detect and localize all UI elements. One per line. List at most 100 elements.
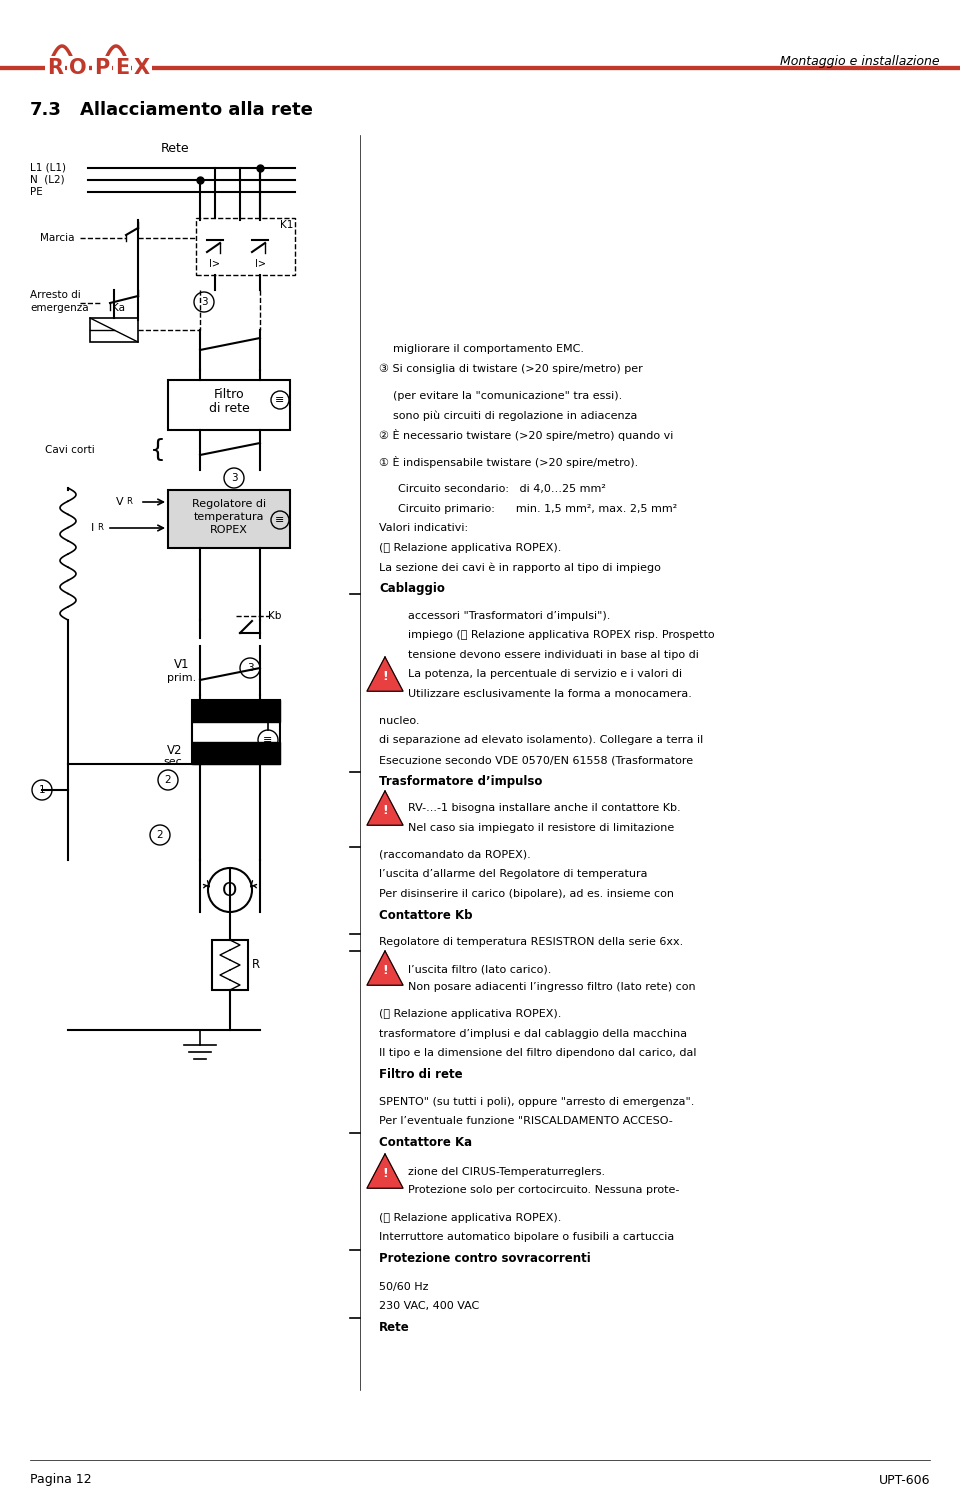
Bar: [192, 700, 280, 722]
Text: zione del CIRUS-Temperaturreglers.: zione del CIRUS-Temperaturreglers.: [408, 1168, 605, 1177]
Text: 3: 3: [247, 664, 253, 673]
Text: Kb: Kb: [268, 611, 281, 622]
Polygon shape: [367, 658, 403, 691]
Text: 2: 2: [165, 775, 171, 786]
Text: {: {: [150, 438, 166, 462]
Text: Marcia: Marcia: [40, 233, 75, 242]
Text: (⑁ Relazione applicativa ROPEX).: (⑁ Relazione applicativa ROPEX).: [379, 1010, 562, 1019]
Text: Ka: Ka: [112, 303, 125, 313]
Text: (⑁ Relazione applicativa ROPEX).: (⑁ Relazione applicativa ROPEX).: [379, 1213, 562, 1222]
Text: impiego (⑁ Relazione applicativa ROPEX risp. Prospetto: impiego (⑁ Relazione applicativa ROPEX r…: [408, 631, 714, 640]
Text: Cablaggio: Cablaggio: [379, 582, 445, 594]
Text: UPT-606: UPT-606: [878, 1473, 930, 1487]
Text: Montaggio e installazione: Montaggio e installazione: [780, 56, 940, 69]
Text: 1: 1: [38, 786, 45, 795]
Text: E: E: [115, 59, 130, 78]
Text: P: P: [94, 59, 109, 78]
Text: La sezione dei cavi è in rapporto al tipo di impiego: La sezione dei cavi è in rapporto al tip…: [379, 563, 661, 572]
Text: !: !: [382, 965, 388, 977]
Text: 7.3: 7.3: [30, 101, 61, 119]
Text: Circuito secondario:   di 4,0…25 mm²: Circuito secondario: di 4,0…25 mm²: [398, 485, 607, 494]
Text: Filtro: Filtro: [214, 387, 244, 400]
Text: tensione devono essere individuati in base al tipo di: tensione devono essere individuati in ba…: [408, 650, 699, 659]
Text: ≡: ≡: [276, 394, 285, 405]
Text: di rete: di rete: [208, 402, 250, 414]
Text: 3: 3: [201, 296, 207, 307]
Text: l’uscita d’allarme del Regolatore di temperatura: l’uscita d’allarme del Regolatore di tem…: [379, 870, 648, 879]
Text: N  (L2): N (L2): [30, 175, 64, 185]
Text: Valori indicativi:: Valori indicativi:: [379, 524, 468, 533]
Text: (⑁ Relazione applicativa ROPEX).: (⑁ Relazione applicativa ROPEX).: [379, 543, 562, 552]
Text: Rete: Rete: [379, 1321, 410, 1333]
Text: R: R: [47, 59, 63, 78]
Text: V: V: [116, 497, 124, 507]
Text: ≡: ≡: [264, 749, 272, 760]
Text: ≡: ≡: [276, 515, 285, 525]
Text: 230 VAC, 400 VAC: 230 VAC, 400 VAC: [379, 1302, 479, 1311]
Text: 3: 3: [230, 473, 237, 483]
Bar: [168, 379, 290, 430]
Text: I>: I>: [254, 259, 266, 269]
Text: emergenza: emergenza: [30, 303, 88, 313]
Polygon shape: [367, 792, 403, 825]
Text: Filtro di rete: Filtro di rete: [379, 1069, 463, 1081]
Text: Cavi corti: Cavi corti: [45, 445, 95, 455]
Text: RV-...-1 bisogna installare anche il contattore Kb.: RV-...-1 bisogna installare anche il con…: [408, 804, 681, 813]
Text: Utilizzare esclusivamente la forma a monocamera.: Utilizzare esclusivamente la forma a mon…: [408, 689, 692, 698]
Text: O: O: [223, 880, 238, 900]
Bar: [212, 941, 248, 990]
Text: Circuito primario:      min. 1,5 mm², max. 2,5 mm²: Circuito primario: min. 1,5 mm², max. 2,…: [398, 504, 678, 513]
Text: L1 (L1): L1 (L1): [30, 163, 66, 173]
Text: ③ Si consiglia di twistare (>20 spire/metro) per: ③ Si consiglia di twistare (>20 spire/me…: [379, 364, 643, 373]
Text: Regolatore di: Regolatore di: [192, 500, 266, 509]
Text: I>: I>: [209, 259, 221, 269]
Text: 2: 2: [156, 829, 163, 840]
Text: PE: PE: [30, 187, 43, 197]
Text: ROPEX: ROPEX: [210, 525, 248, 534]
Text: Nel caso sia impiegato il resistore di limitazione: Nel caso sia impiegato il resistore di l…: [408, 823, 674, 832]
Text: R: R: [126, 497, 132, 506]
Bar: [192, 742, 280, 765]
Text: Protezione solo per cortocircuito. Nessuna prote-: Protezione solo per cortocircuito. Nessu…: [408, 1186, 680, 1195]
Text: R: R: [97, 524, 103, 531]
Polygon shape: [367, 951, 403, 986]
Text: sono più circuiti di regolazione in adiacenza: sono più circuiti di regolazione in adia…: [379, 411, 637, 420]
Text: Trasformatore d’impulso: Trasformatore d’impulso: [379, 775, 542, 787]
Text: Protezione contro sovracorrenti: Protezione contro sovracorrenti: [379, 1252, 591, 1264]
Text: I: I: [91, 524, 94, 533]
Text: migliorare il comportamento EMC.: migliorare il comportamento EMC.: [379, 345, 585, 354]
Text: Pagina 12: Pagina 12: [30, 1473, 91, 1487]
Text: K1: K1: [279, 220, 293, 230]
Text: O: O: [69, 59, 86, 78]
Text: sec.: sec.: [164, 757, 186, 768]
Text: !: !: [382, 670, 388, 683]
Text: l’uscita filtro (lato carico).: l’uscita filtro (lato carico).: [408, 965, 551, 974]
Text: ≡: ≡: [263, 734, 273, 745]
Text: Regolatore di temperatura RESISTRON della serie 6xx.: Regolatore di temperatura RESISTRON dell…: [379, 938, 684, 947]
Bar: [168, 491, 290, 548]
Bar: [90, 318, 138, 342]
Text: Contattore Kb: Contattore Kb: [379, 909, 472, 921]
Text: V1: V1: [175, 659, 190, 671]
Text: Allacciamento alla rete: Allacciamento alla rete: [80, 101, 313, 119]
Text: Non posare adiacenti l’ingresso filtro (lato rete) con: Non posare adiacenti l’ingresso filtro (…: [408, 983, 696, 992]
Text: (raccomandato da ROPEX).: (raccomandato da ROPEX).: [379, 850, 531, 859]
Text: Il tipo e la dimensione del filtro dipendono dal carico, dal: Il tipo e la dimensione del filtro dipen…: [379, 1049, 697, 1058]
Text: temperatura: temperatura: [194, 512, 264, 522]
Text: ② È necessario twistare (>20 spire/metro) quando vi: ② È necessario twistare (>20 spire/metro…: [379, 429, 674, 441]
Text: La potenza, la percentuale di servizio e i valori di: La potenza, la percentuale di servizio e…: [408, 670, 683, 679]
Text: nucleo.: nucleo.: [379, 716, 420, 725]
Text: Per l’eventuale funzione "RISCALDAMENTO ACCESO-: Per l’eventuale funzione "RISCALDAMENTO …: [379, 1117, 673, 1126]
Text: Per disinserire il carico (bipolare), ad es. insieme con: Per disinserire il carico (bipolare), ad…: [379, 889, 674, 898]
Text: accessori "Trasformatori d’impulsi").: accessori "Trasformatori d’impulsi").: [408, 611, 611, 620]
Polygon shape: [367, 1154, 403, 1189]
Text: 50/60 Hz: 50/60 Hz: [379, 1282, 429, 1291]
Text: Interruttore automatico bipolare o fusibili a cartuccia: Interruttore automatico bipolare o fusib…: [379, 1233, 675, 1242]
Text: ① È indispensabile twistare (>20 spire/metro).: ① È indispensabile twistare (>20 spire/m…: [379, 456, 638, 468]
Text: Esecuzione secondo VDE 0570/EN 61558 (Trasformatore: Esecuzione secondo VDE 0570/EN 61558 (Tr…: [379, 756, 693, 765]
Text: V2: V2: [167, 743, 182, 757]
Text: trasformatore d’implusi e dal cablaggio della macchina: trasformatore d’implusi e dal cablaggio …: [379, 1029, 687, 1038]
Text: SPENTO" (su tutti i poli), oppure "arresto di emergenza".: SPENTO" (su tutti i poli), oppure "arres…: [379, 1097, 695, 1106]
Text: (per evitare la "comunicazione" tra essi).: (per evitare la "comunicazione" tra essi…: [379, 391, 622, 400]
Text: !: !: [382, 804, 388, 817]
